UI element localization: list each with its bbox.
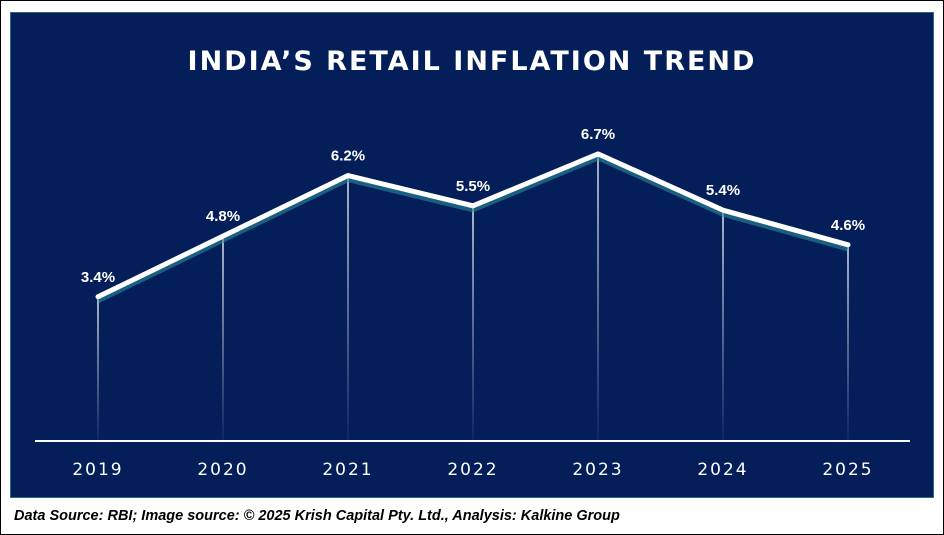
chart-title: INDIA’S RETAIL INFLATION TREND	[187, 46, 757, 77]
x-tick-label-2022: 2022	[447, 460, 498, 480]
data-label-2019: 3.4%	[81, 269, 115, 286]
drop-line-2023	[597, 153, 599, 441]
data-label-2023: 6.7%	[581, 126, 615, 143]
x-tick-label-2023: 2023	[572, 460, 623, 480]
data-label-2021: 6.2%	[331, 148, 365, 165]
data-label-2020: 4.8%	[206, 208, 240, 225]
chart-panel	[10, 12, 934, 498]
data-label-2022: 5.5%	[456, 178, 490, 195]
x-tick-label-2020: 2020	[197, 460, 248, 480]
series-line-shadow	[96, 155, 849, 304]
drop-line-2019	[97, 296, 99, 441]
drop-line-2021	[347, 175, 349, 442]
x-tick-label-2024: 2024	[697, 460, 748, 480]
series-line	[95, 151, 851, 300]
drop-line-2020	[222, 236, 224, 441]
drop-line-2022	[472, 205, 474, 441]
x-tick-label-2019: 2019	[72, 460, 123, 480]
drop-line-2025	[847, 244, 849, 441]
x-tick-label-2025: 2025	[822, 460, 873, 480]
footer-source: Data Source: RBI; Image source: © 2025 K…	[14, 508, 620, 524]
drop-line-2024	[722, 210, 724, 441]
data-label-2025: 4.6%	[831, 217, 865, 234]
x-tick-label-2021: 2021	[322, 460, 373, 480]
data-label-2024: 5.4%	[706, 182, 740, 199]
